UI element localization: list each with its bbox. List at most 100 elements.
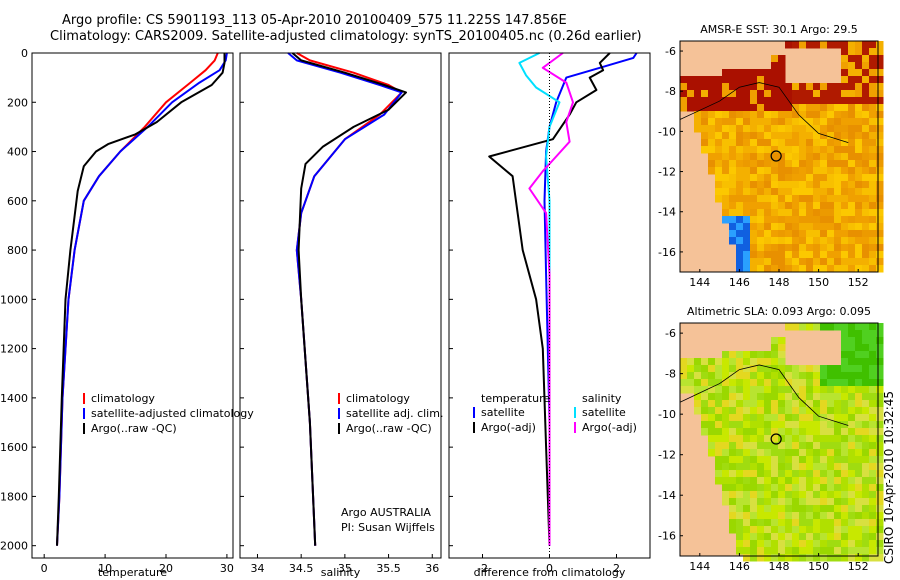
sla-map-cell bbox=[750, 456, 758, 464]
sla-map-cell bbox=[785, 449, 793, 457]
sst-map-cell bbox=[771, 118, 779, 126]
sst-map-cell bbox=[848, 146, 856, 154]
sst-map-cell bbox=[708, 167, 716, 175]
sst-map-cell bbox=[757, 223, 765, 231]
sla-map-cell bbox=[757, 477, 765, 485]
sla-map-cell bbox=[785, 407, 793, 415]
sst-map-cell bbox=[792, 41, 800, 49]
sst-map-cell bbox=[799, 167, 807, 175]
diff-salinity-legend-label: Argo(-adj) bbox=[582, 421, 637, 434]
sst-map-cell bbox=[806, 125, 814, 133]
sla-map-cell bbox=[813, 379, 821, 387]
sst-map-cell bbox=[736, 223, 744, 231]
sla-map-cell bbox=[715, 358, 723, 366]
depth-tick-label: 2000 bbox=[0, 540, 28, 553]
sst-map-cell bbox=[771, 153, 779, 161]
sla-map-cell bbox=[848, 442, 856, 450]
sla-map-cell bbox=[841, 344, 849, 352]
sst-map-cell bbox=[743, 258, 751, 266]
sla-map-cell bbox=[876, 505, 884, 513]
sst-map-cell bbox=[827, 244, 835, 252]
sla-map-cell bbox=[862, 435, 870, 443]
sla-map-cell bbox=[855, 526, 863, 534]
sla-map-cell bbox=[715, 449, 723, 457]
sst-map-cell bbox=[771, 132, 779, 140]
sla-map-cell bbox=[729, 463, 737, 471]
sla-map-cell bbox=[722, 428, 730, 436]
sst-map-cell bbox=[855, 90, 863, 98]
sla-map-cell bbox=[841, 386, 849, 394]
sst-map-cell bbox=[820, 132, 828, 140]
sst-map-cell bbox=[827, 258, 835, 266]
sla-map-cell bbox=[876, 498, 884, 506]
sla-map-cell bbox=[771, 372, 779, 380]
sla-map-cell bbox=[792, 505, 800, 513]
sst-map-cell bbox=[876, 160, 884, 168]
sst-map-cell bbox=[855, 69, 863, 77]
sla-map-cell bbox=[848, 379, 856, 387]
sst-map-cell bbox=[862, 90, 870, 98]
sst-map-cell bbox=[750, 181, 758, 189]
sst-map-cell bbox=[876, 153, 884, 161]
sst-map-cell bbox=[848, 167, 856, 175]
sst-map-cell bbox=[813, 237, 821, 245]
salinity-axes-frame bbox=[239, 52, 442, 559]
sla-map-cell bbox=[743, 372, 751, 380]
sst-map-cell bbox=[785, 83, 793, 91]
sst-map-cell bbox=[820, 118, 828, 126]
sla-map-cell bbox=[869, 351, 877, 359]
sst-map-xtick-label: 146 bbox=[729, 276, 750, 289]
sst-map-cell bbox=[827, 209, 835, 217]
sst-map-cell bbox=[876, 62, 884, 70]
sla-map-frame bbox=[679, 322, 879, 557]
sla-map-cell bbox=[855, 498, 863, 506]
sst-map-cell bbox=[813, 209, 821, 217]
salinity-xlabel: salinity bbox=[321, 566, 361, 579]
sla-map-cell bbox=[750, 463, 758, 471]
sst-map-cell bbox=[799, 265, 807, 273]
sst-map-cell bbox=[722, 167, 730, 175]
sst-map-cell bbox=[813, 188, 821, 196]
sst-map-cell bbox=[806, 237, 814, 245]
sla-map-cell bbox=[827, 414, 835, 422]
sla-map-cell bbox=[708, 421, 716, 429]
sla-map-cell bbox=[736, 512, 744, 520]
sst-map-cell bbox=[862, 104, 870, 112]
sst-map-cell bbox=[729, 216, 737, 224]
sst-map-cell bbox=[876, 139, 884, 147]
sst-map-cell bbox=[792, 258, 800, 266]
sla-map-cell bbox=[799, 442, 807, 450]
sla-map-cell bbox=[869, 547, 877, 555]
sst-map-cell bbox=[834, 83, 842, 91]
sla-map-cell bbox=[771, 505, 779, 513]
sst-map-cell bbox=[785, 237, 793, 245]
sla-map-cell bbox=[764, 449, 772, 457]
sla-map-cell bbox=[834, 470, 842, 478]
sst-map-cell bbox=[708, 90, 716, 98]
sst-map-cell bbox=[869, 167, 877, 175]
sla-map-cell bbox=[813, 477, 821, 485]
sla-map-cell bbox=[841, 491, 849, 499]
sst-map-cell bbox=[820, 230, 828, 238]
sst-map-cell bbox=[722, 118, 730, 126]
sla-map-cell bbox=[778, 540, 786, 548]
sla-map-cell bbox=[862, 498, 870, 506]
sla-map-cell bbox=[834, 323, 842, 331]
sla-map-cell bbox=[736, 365, 744, 373]
sla-map-cell bbox=[813, 540, 821, 548]
sla-map-cell bbox=[750, 351, 758, 359]
sla-map-cell bbox=[855, 470, 863, 478]
difference-xtick-label: 0 bbox=[546, 562, 553, 575]
sla-map-cell bbox=[722, 358, 730, 366]
sst-map-cell bbox=[708, 125, 716, 133]
sla-map-cell bbox=[862, 365, 870, 373]
sst-map-cell bbox=[806, 139, 814, 147]
sst-map-cell bbox=[750, 104, 758, 112]
sst-map-cell bbox=[757, 153, 765, 161]
sst-map-cell bbox=[862, 111, 870, 119]
sst-map-cell bbox=[750, 125, 758, 133]
salinity-legend-label: climatology bbox=[346, 392, 410, 405]
sla-map-cell bbox=[708, 400, 716, 408]
sst-map-cell bbox=[813, 258, 821, 266]
